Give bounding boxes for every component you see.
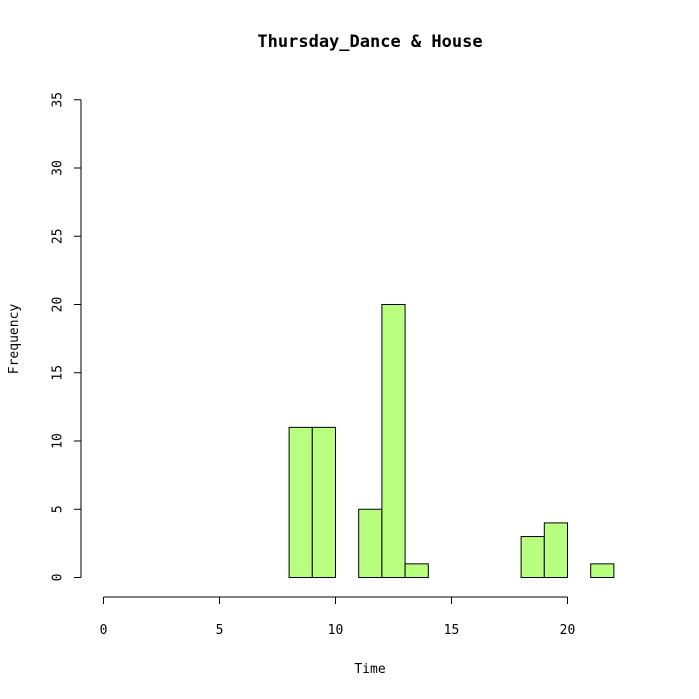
y-tick-label: 35 [51,92,66,108]
x-tick-label: 10 [328,623,344,638]
y-axis: 0 5 10 15 20 25 30 35 [51,92,82,582]
histogram-bar-19 [543,522,568,579]
histogram-bar-13 [404,563,429,578]
histogram-bar-11 [358,508,383,578]
x-tick-label: 0 [100,623,108,638]
y-tick-label: 5 [51,505,66,513]
histogram-bar-8 [288,426,313,578]
x-axis: 0 5 10 15 20 [100,596,576,638]
y-tick-label: 20 [51,297,66,313]
histogram-bar-18 [520,536,545,578]
y-tick-label: 15 [51,365,66,381]
y-axis-label: Frequency [7,304,22,375]
x-tick-label: 5 [216,623,224,638]
y-tick-label: 10 [51,433,66,449]
histogram-bar-9 [311,426,336,578]
histogram-bar-12 [381,304,406,578]
bars-group [288,304,615,579]
x-axis-label: Time [354,662,385,677]
y-tick-label: 0 [51,574,66,582]
x-tick-label: 15 [444,623,460,638]
y-tick-label: 25 [51,228,66,244]
x-tick-label: 20 [560,623,576,638]
y-tick-label: 30 [51,160,66,176]
histogram-bar-21 [590,563,615,578]
chart-title: Thursday_Dance & House [257,32,482,52]
